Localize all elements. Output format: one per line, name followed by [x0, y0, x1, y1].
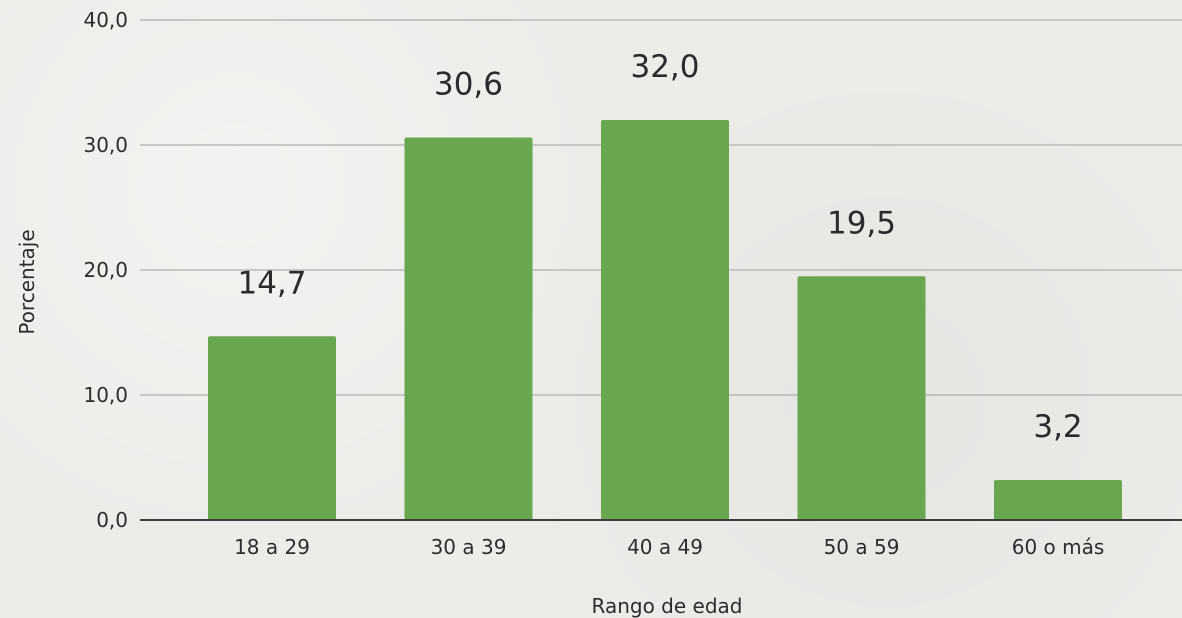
x-tick-label: 40 a 49 — [627, 535, 703, 559]
x-axis-title: Rango de edad — [592, 594, 743, 618]
axes: 0,0 10,0 20,0 30,0 40,0 18 a 29 30 a 39 40 a 49… — [83, 8, 1182, 559]
data-label: 3,2 — [1033, 409, 1082, 445]
y-tick-label: 0,0 — [96, 508, 128, 532]
y-axis-title: Porcentaje — [15, 229, 39, 334]
bar — [601, 120, 729, 520]
bar — [404, 137, 533, 520]
data-label: 14,7 — [237, 265, 306, 301]
x-tick-label: 18 a 29 — [234, 535, 310, 559]
data-label: 19,5 — [827, 205, 896, 241]
bar — [797, 276, 926, 520]
data-labels: 14,7 30,6 32,0 19,5 3,2 — [237, 49, 1082, 445]
x-tick-label: 60 o más — [1012, 535, 1105, 559]
y-tick-label: 40,0 — [83, 8, 128, 32]
x-tick-label: 50 a 59 — [824, 535, 900, 559]
y-tick-label: 10,0 — [83, 383, 128, 407]
x-tick-label: 30 a 39 — [431, 535, 507, 559]
y-tick-label: 20,0 — [83, 258, 128, 282]
data-label: 32,0 — [630, 49, 699, 85]
bar — [994, 480, 1122, 520]
bars — [208, 120, 1122, 520]
bar — [208, 336, 336, 520]
data-label: 30,6 — [434, 67, 503, 103]
y-tick-label: 30,0 — [83, 133, 128, 157]
